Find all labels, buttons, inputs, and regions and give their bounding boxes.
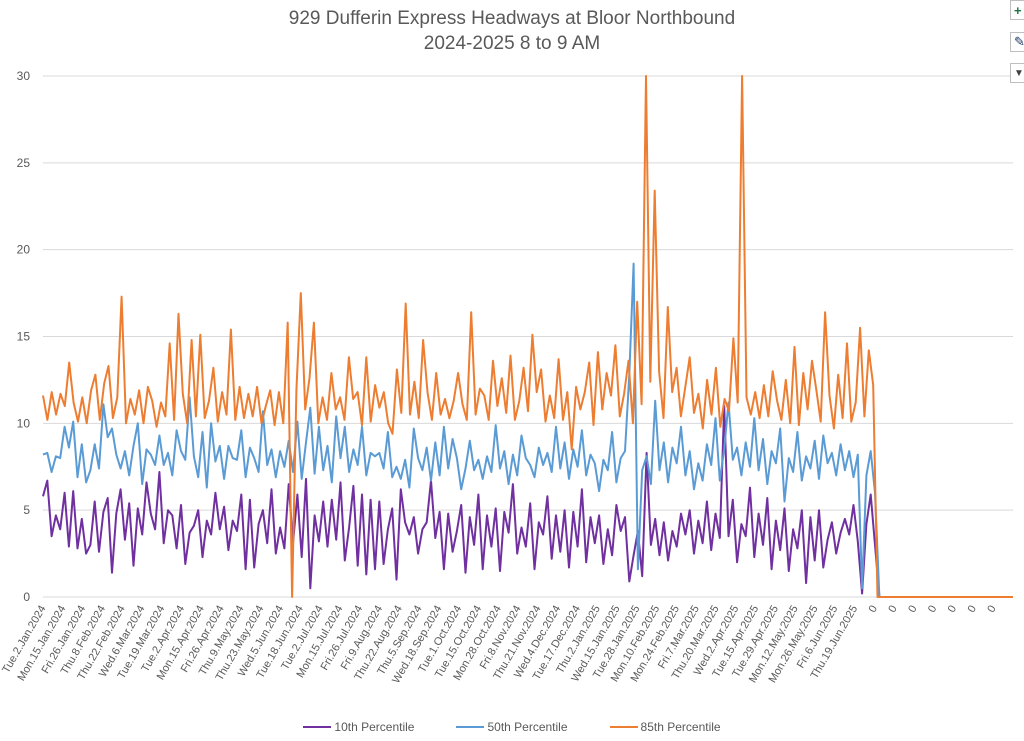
chart-subtitle: 2024-2025 8 to 9 AM xyxy=(423,33,601,54)
chart-styles-button[interactable]: ✎ xyxy=(1010,32,1024,52)
y-tick-label: 25 xyxy=(17,156,31,170)
legend-swatch xyxy=(609,726,638,728)
y-tick-label: 20 xyxy=(17,243,31,257)
chart-filters-button[interactable]: ▼ xyxy=(1010,63,1024,83)
x-tick-label: 0 xyxy=(867,604,880,615)
brush-icon: ✎ xyxy=(1014,34,1024,49)
y-tick-label: 0 xyxy=(23,590,30,604)
gridlines xyxy=(43,75,1013,598)
legend-label: 50th Percentile xyxy=(487,720,568,734)
x-tick-label: 0 xyxy=(906,604,919,615)
series-line-85th-percentile xyxy=(42,75,1013,598)
x-tick-label: 0 xyxy=(946,604,959,615)
x-tick-label: 0 xyxy=(966,604,979,615)
legend-item-50th: 50th Percentile xyxy=(456,720,568,734)
chart-title: 929 Dufferin Express Headways at Bloor N… xyxy=(288,8,736,29)
chart-elements-button[interactable]: + xyxy=(1010,0,1024,20)
x-axis-ticks: Tue.2.Jan.2024Mon.15.Jan.2024Fri.26.Jan.… xyxy=(0,604,999,686)
legend-item-85th: 85th Percentile xyxy=(609,720,721,734)
legend-label: 85th Percentile xyxy=(640,720,721,734)
legend-item-10th: 10th Percentile xyxy=(303,720,414,734)
y-tick-label: 15 xyxy=(17,330,31,344)
legend-label: 10th Percentile xyxy=(334,720,415,734)
legend-swatch xyxy=(456,726,485,728)
plus-icon: + xyxy=(1014,2,1022,18)
series-lines xyxy=(42,75,1013,598)
legend-swatch xyxy=(303,726,332,728)
series-line-10th-percentile xyxy=(42,405,1013,598)
x-tick-label: 0 xyxy=(926,604,939,615)
y-tick-label: 5 xyxy=(23,503,30,517)
filter-icon: ▼ xyxy=(1014,67,1024,79)
y-tick-label: 10 xyxy=(17,416,31,430)
y-tick-label: 30 xyxy=(17,69,31,83)
x-tick-label: 0 xyxy=(886,604,899,615)
chart-legend: 10th Percentile 50th Percentile 85th Per… xyxy=(0,720,1024,734)
y-axis-ticks: 0 5 10 15 20 25 30 xyxy=(17,69,31,604)
x-tick-label: 0 xyxy=(985,604,998,615)
series-line-50th-percentile xyxy=(42,262,1013,598)
